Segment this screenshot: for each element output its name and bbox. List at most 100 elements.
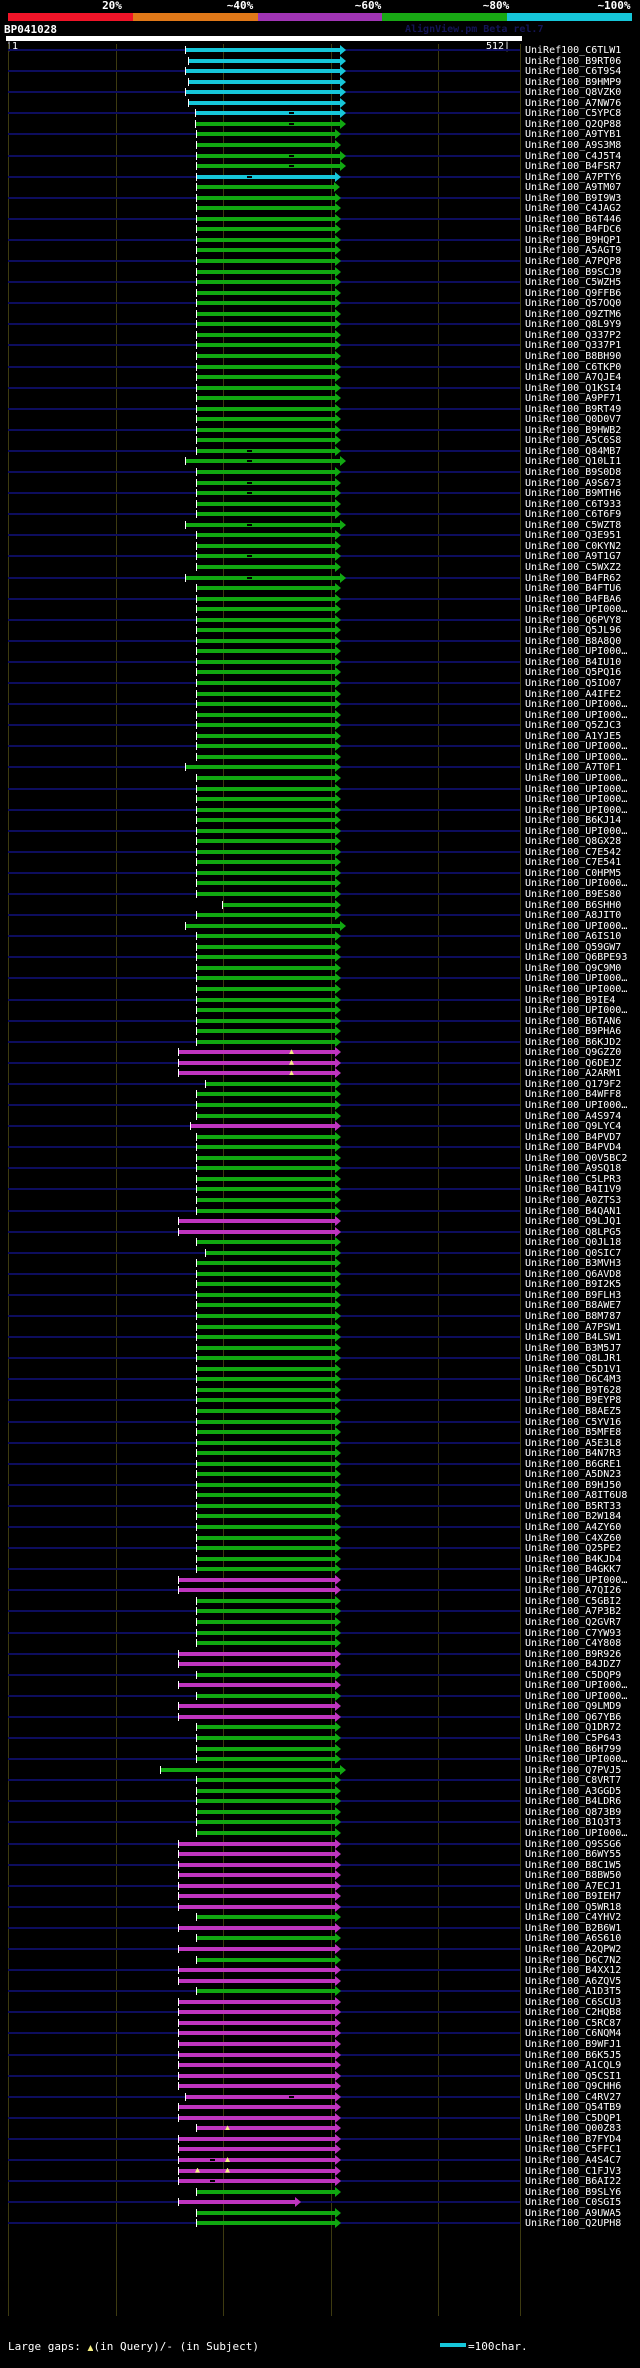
hit-label[interactable]: UniRef100_Q67YB6 xyxy=(525,1711,622,1723)
alignment-row[interactable]: UniRef100_Q9LMD9 xyxy=(0,1701,640,1712)
alignment-row[interactable]: UniRef100_UPI000… xyxy=(0,1754,640,1766)
alignment-bar[interactable] xyxy=(196,364,335,369)
alignment-row[interactable]: UniRef100_B4XX12 xyxy=(0,1965,640,1976)
hit-label[interactable]: UniRef100_Q8LJR1 xyxy=(525,1353,622,1365)
alignment-bar[interactable] xyxy=(196,754,335,759)
hit-label[interactable]: UniRef100_C5LPR3 xyxy=(525,1173,622,1185)
alignment-bar[interactable] xyxy=(196,195,335,200)
alignment-bar[interactable] xyxy=(185,923,340,928)
hit-label[interactable]: UniRef100_C5YV16 xyxy=(525,1416,622,1428)
hit-label[interactable]: UniRef100_Q337P2 xyxy=(525,329,622,341)
alignment-row[interactable]: UniRef100_B9SLY6 xyxy=(0,2186,640,2198)
alignment-row[interactable]: UniRef100_A7P3B2 xyxy=(0,1606,640,1617)
hit-label[interactable]: UniRef100_B8A8Q0 xyxy=(525,635,622,647)
alignment-bar[interactable] xyxy=(196,1736,335,1740)
alignment-row[interactable]: UniRef100_C4YHV2 xyxy=(0,1912,640,1923)
alignment-bar[interactable] xyxy=(185,522,340,527)
alignment-bar[interactable] xyxy=(196,1113,335,1118)
hit-label[interactable]: UniRef100_B6K5J5 xyxy=(525,2049,622,2061)
alignment-row[interactable]: UniRef100_Q179F2 xyxy=(0,1078,640,1090)
alignment-row[interactable]: UniRef100_A7PQP8 xyxy=(0,256,640,267)
hit-label[interactable]: UniRef100_A1D3T5 xyxy=(525,1986,622,1998)
alignment-row[interactable]: UniRef100_Q9LJQ1 xyxy=(0,1216,640,1227)
alignment-bar[interactable] xyxy=(178,1577,335,1582)
hit-label[interactable]: UniRef100_A2ARM1 xyxy=(525,1068,622,1080)
alignment-bar[interactable] xyxy=(196,427,335,432)
hit-label[interactable]: UniRef100_C5WXZ2 xyxy=(525,561,622,573)
alignment-bar[interactable] xyxy=(196,1324,335,1329)
alignment-bar[interactable] xyxy=(196,1693,335,1698)
alignment-row[interactable]: UniRef100_A6S610 xyxy=(0,1933,640,1944)
alignment-row[interactable]: UniRef100_Q337P2 xyxy=(0,329,640,341)
alignment-row[interactable]: UniRef100_C7E542 xyxy=(0,846,640,858)
hit-label[interactable]: UniRef100_UPI000… xyxy=(525,741,628,753)
alignment-row[interactable]: UniRef100_Q9ZTM6 xyxy=(0,308,640,320)
alignment-bar[interactable] xyxy=(178,1229,335,1234)
alignment-row[interactable]: UniRef100_B6TAN6 xyxy=(0,1015,640,1027)
alignment-row[interactable]: UniRef100_Q5CSI1 xyxy=(0,2070,640,2082)
hit-label[interactable]: UniRef100_Q0V5BC2 xyxy=(525,1152,628,1164)
alignment-bar[interactable] xyxy=(196,1535,335,1540)
alignment-row[interactable]: UniRef100_D6C4M3 xyxy=(0,1374,640,1386)
hit-label[interactable]: UniRef100_UPI000… xyxy=(525,699,628,711)
hit-label[interactable]: UniRef100_Q2GVR7 xyxy=(525,1616,622,1628)
hit-label[interactable]: UniRef100_A9S673 xyxy=(525,477,622,489)
hit-label[interactable]: UniRef100_B6SHH0 xyxy=(525,899,622,911)
alignment-row[interactable]: UniRef100_Q9C9M0 xyxy=(0,962,640,974)
hit-label[interactable]: UniRef100_UPI000… xyxy=(525,983,628,995)
alignment-row[interactable]: UniRef100_C5WZT8 xyxy=(0,519,640,531)
alignment-bar[interactable] xyxy=(196,512,335,517)
hit-label[interactable]: UniRef100_UPI000… xyxy=(525,794,628,806)
alignment-bar[interactable] xyxy=(196,1029,335,1034)
alignment-bar[interactable] xyxy=(178,1651,335,1656)
alignment-row[interactable]: UniRef100_B4QAN1 xyxy=(0,1205,640,1217)
hit-label[interactable]: UniRef100_A7QJE4 xyxy=(525,372,622,384)
hit-label[interactable]: UniRef100_C5WZT8 xyxy=(525,519,622,531)
hit-label[interactable]: UniRef100_A3GGD5 xyxy=(525,1785,622,1797)
hit-label[interactable]: UniRef100_Q6AVD8 xyxy=(525,1268,622,1280)
alignment-bar[interactable] xyxy=(196,142,335,147)
alignment-row[interactable]: UniRef100_B9WFJ1 xyxy=(0,2038,640,2050)
alignment-bar[interactable] xyxy=(196,944,335,949)
alignment-bar[interactable] xyxy=(196,860,335,865)
alignment-row[interactable]: UniRef100_A5DN23 xyxy=(0,1469,640,1480)
hit-label[interactable]: UniRef100_UPI000… xyxy=(525,772,628,784)
alignment-bar[interactable] xyxy=(178,1947,335,1951)
hit-label[interactable]: UniRef100_Q9C9M0 xyxy=(525,962,622,974)
alignment-bar[interactable] xyxy=(196,322,335,327)
hit-label[interactable]: UniRef100_A4S974 xyxy=(525,1110,622,1122)
alignment-bar[interactable] xyxy=(196,1830,335,1835)
alignment-row[interactable]: UniRef100_Q8GX28 xyxy=(0,836,640,847)
alignment-bar[interactable] xyxy=(178,1925,335,1930)
alignment-bar[interactable] xyxy=(196,448,335,453)
hit-label[interactable]: UniRef100_B9EYP8 xyxy=(525,1395,622,1407)
alignment-row[interactable]: UniRef100_A3GGD5 xyxy=(0,1785,640,1797)
alignment-row[interactable]: UniRef100_UPI000… xyxy=(0,604,640,615)
alignment-bar[interactable] xyxy=(196,1187,335,1192)
alignment-row[interactable]: UniRef100_UPI000… xyxy=(0,709,640,721)
alignment-row[interactable]: UniRef100_B6KJD2 xyxy=(0,1036,640,1048)
alignment-row[interactable]: UniRef100_B8BW50 xyxy=(0,1870,640,1881)
hit-label[interactable]: UniRef100_A8JIT0 xyxy=(525,910,622,922)
hit-label[interactable]: UniRef100_C4J5T4 xyxy=(525,150,622,162)
alignment-row[interactable]: UniRef100_A7PSW1 xyxy=(0,1321,640,1333)
alignment-bar[interactable] xyxy=(185,48,340,52)
hit-label[interactable]: UniRef100_C4Y808 xyxy=(525,1638,622,1650)
alignment-row[interactable]: UniRef100_B8C1W5 xyxy=(0,1859,640,1871)
hit-label[interactable]: UniRef100_Q5JL96 xyxy=(525,625,622,637)
alignment-row[interactable]: UniRef100_B6H799 xyxy=(0,1743,640,1755)
alignment-row[interactable]: UniRef100_A7QJE4 xyxy=(0,372,640,384)
hit-label[interactable]: UniRef100_D6C4M3 xyxy=(525,1374,622,1386)
alignment-bar[interactable] xyxy=(196,1303,335,1308)
hit-label[interactable]: UniRef100_B6T446 xyxy=(525,213,622,225)
hit-label[interactable]: UniRef100_UPI000… xyxy=(525,1754,628,1766)
hit-label[interactable]: UniRef100_UPI000… xyxy=(525,1100,628,1111)
hit-label[interactable]: UniRef100_UPI000… xyxy=(525,878,628,890)
hit-label[interactable]: UniRef100_C0SGI5 xyxy=(525,2197,622,2209)
alignment-row[interactable]: UniRef100_C5WXZ2 xyxy=(0,561,640,573)
alignment-row[interactable]: UniRef100_C6NQM4 xyxy=(0,2028,640,2039)
alignment-bar[interactable] xyxy=(196,913,335,918)
alignment-bar[interactable] xyxy=(196,153,340,158)
alignment-bar[interactable] xyxy=(196,227,335,232)
alignment-row[interactable]: UniRef100_Q873B9 xyxy=(0,1806,640,1818)
